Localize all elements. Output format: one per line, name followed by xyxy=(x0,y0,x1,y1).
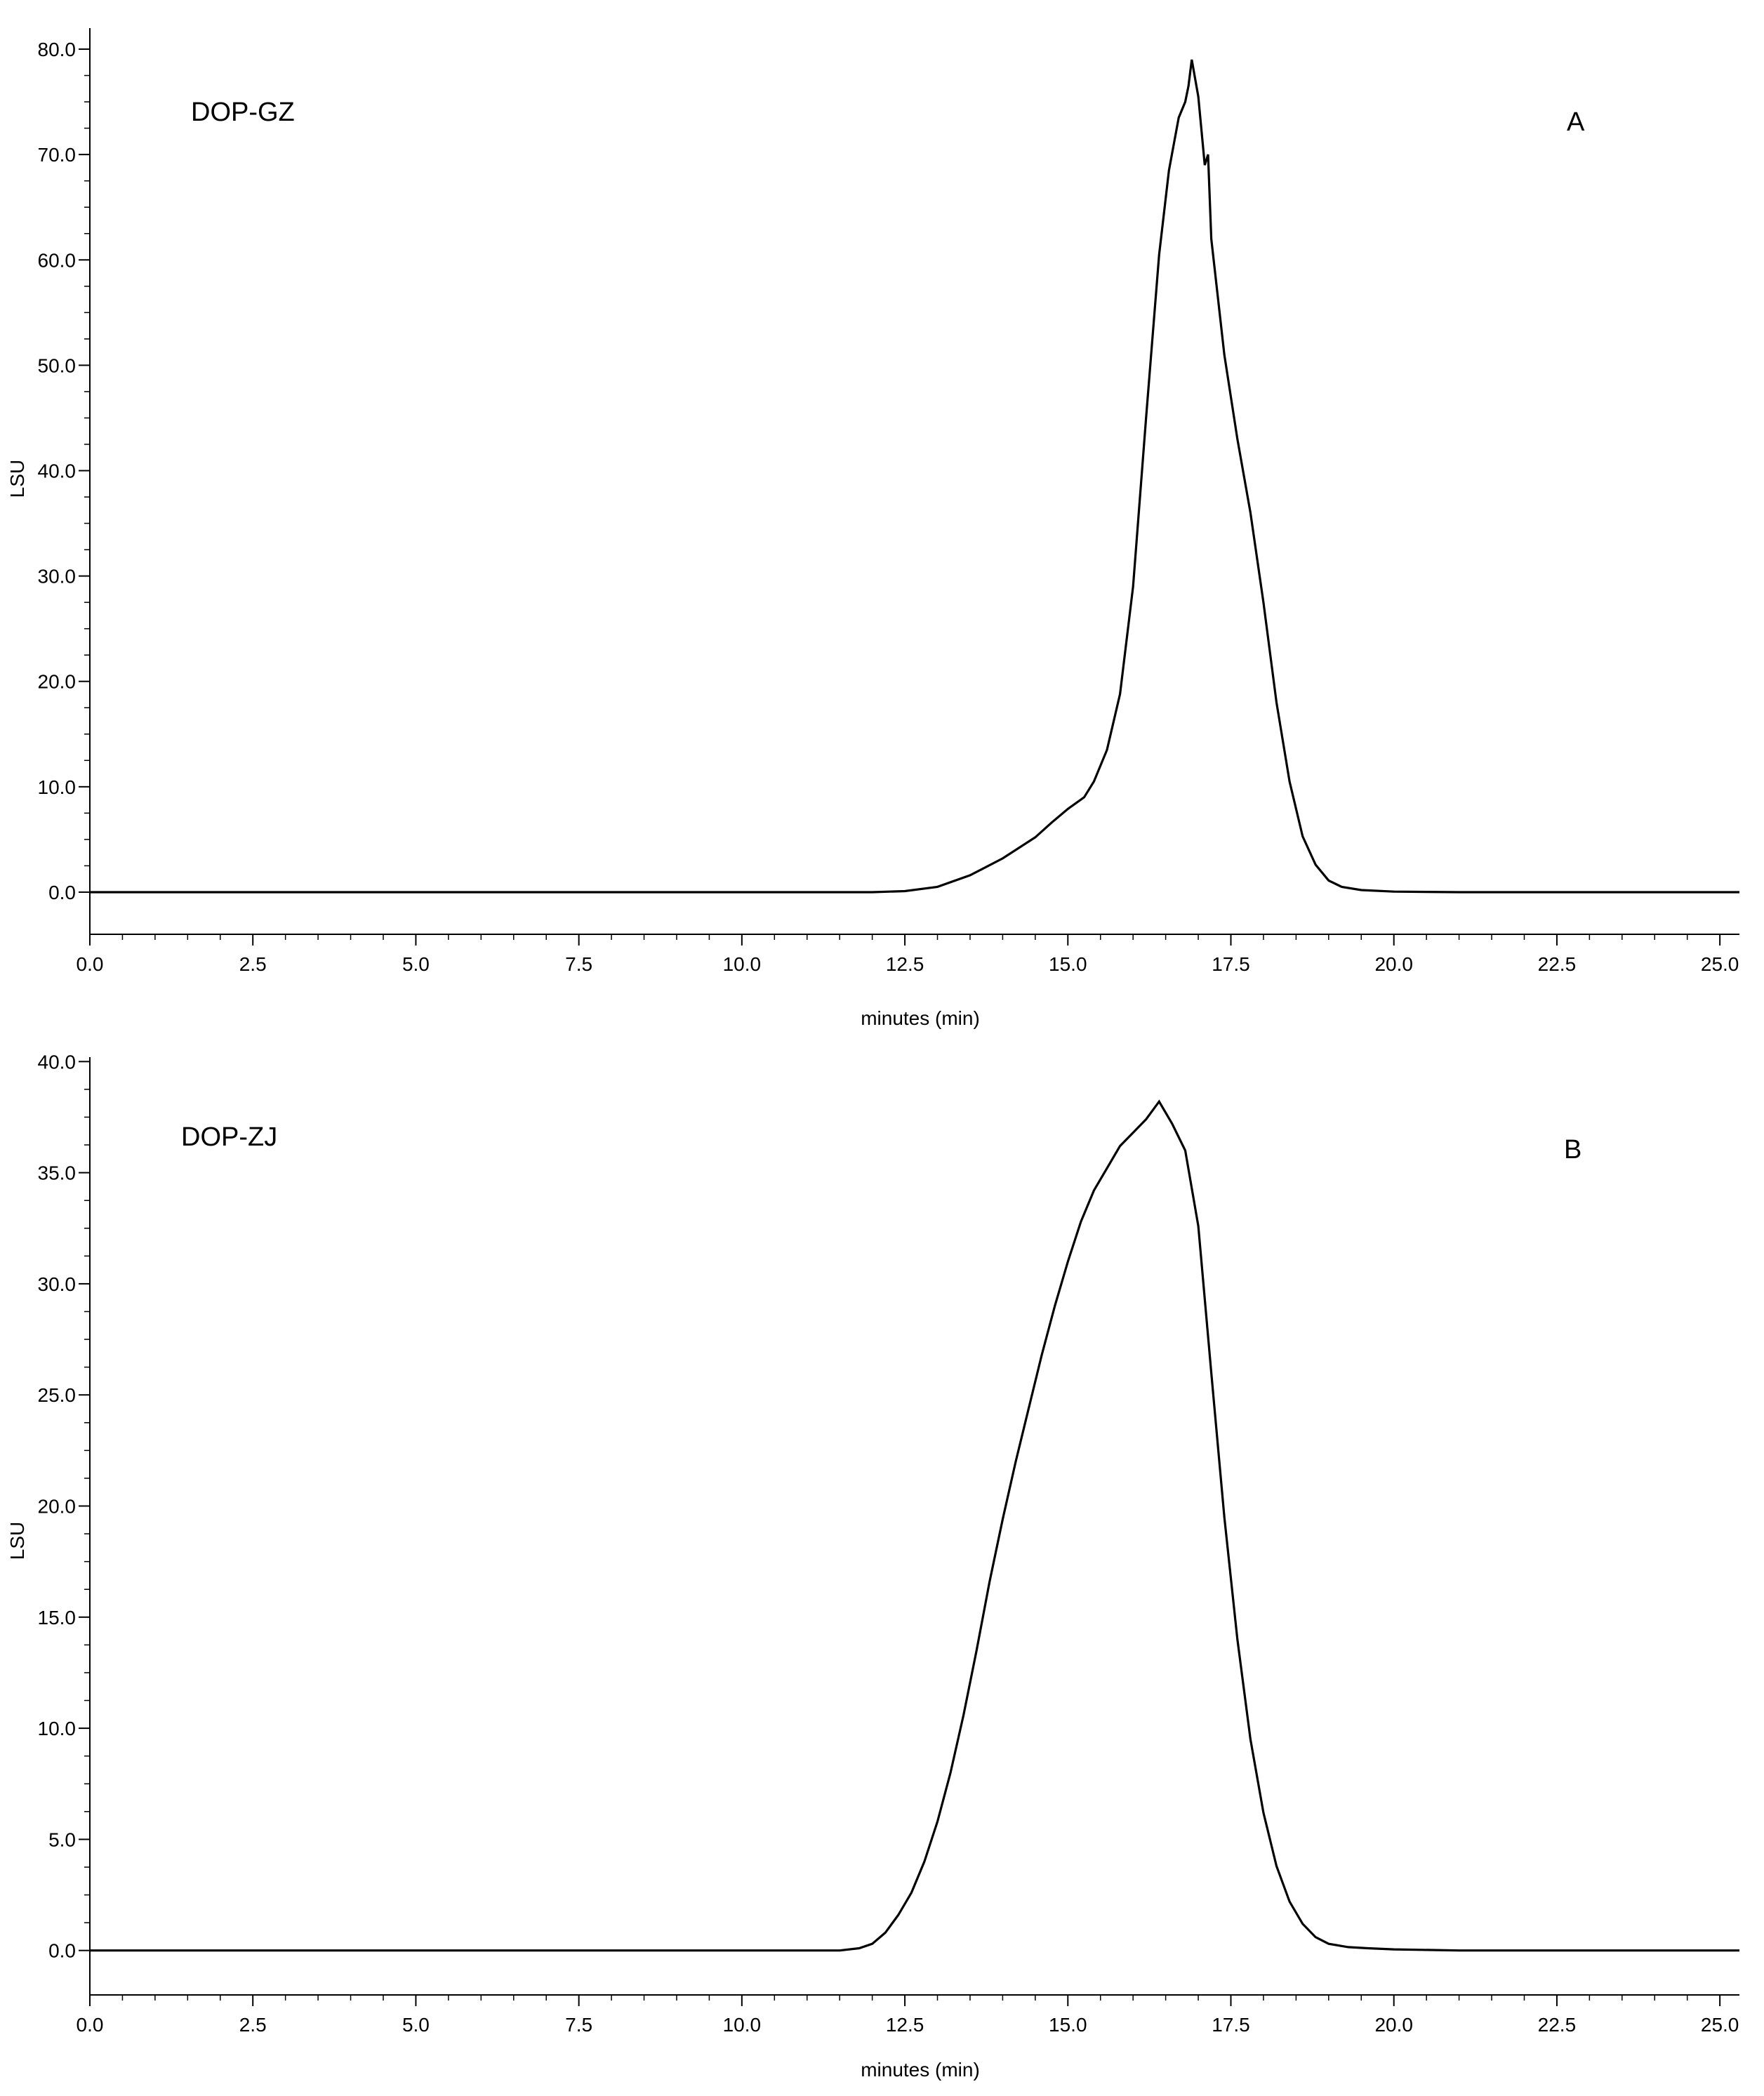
panel-b-series-line xyxy=(90,1099,1739,1952)
panel-a-ylabel: LSU xyxy=(6,460,28,498)
panel-a-x-tick-label: 25.0 xyxy=(1701,953,1739,975)
panel-b-x-tick-label: 15.0 xyxy=(1049,2014,1087,2036)
panel-b-y-axis: 0.0 5.0 10.0 15.0 20.0 25.0 30.0 35.0 40.0 xyxy=(38,1051,91,1995)
panel-b-y-tick-label: 10.0 xyxy=(38,1718,77,1739)
panel-a-x-axis: 0.0 2.5 5.0 7.5 10.0 12.5 15.0 17.5 20.0 22.5 25.0 xyxy=(77,934,1739,975)
panel-a-y-tick-label: 50.0 xyxy=(38,354,77,376)
panel-a-y-tick-label: 10.0 xyxy=(38,776,77,798)
panel-a-x-tick-label: 20.0 xyxy=(1374,953,1413,975)
panel-a-annotation: DOP-GZ xyxy=(191,98,295,127)
panel-a-x-tick-label: 5.0 xyxy=(402,953,430,975)
panel-b-x-tick-label: 22.5 xyxy=(1538,2014,1577,2036)
panel-a-x-tick-label: 17.5 xyxy=(1212,953,1250,975)
panel-a-y-tick-label: 70.0 xyxy=(38,144,77,166)
panel-a-x-tick-label: 2.5 xyxy=(239,953,267,975)
panel-b-x-tick-label: 0.0 xyxy=(77,2014,104,2036)
panel-a-label: A xyxy=(1567,107,1585,137)
panel-b-x-tick-label: 20.0 xyxy=(1374,2014,1413,2036)
panel-b-y-tick-label: 30.0 xyxy=(38,1273,77,1295)
panel-b-y-tick-label: 15.0 xyxy=(38,1607,77,1629)
panel-b-x-tick-label: 17.5 xyxy=(1212,2014,1250,2036)
panel-b-annotation: DOP-ZJ xyxy=(181,1122,277,1152)
panel-b-x-tick-label: 5.0 xyxy=(402,2014,430,2036)
panel-b-y-tick-label: 5.0 xyxy=(48,1829,76,1850)
panel-a-x-tick-label: 7.5 xyxy=(565,953,592,975)
panel-b-label: B xyxy=(1564,1135,1581,1165)
panel-b-y-tick-label: 40.0 xyxy=(38,1051,77,1073)
panel-b-x-tick-label: 7.5 xyxy=(565,2014,592,2036)
panel-b: 0.0 2.5 5.0 7.5 10.0 12.5 15.0 17.5 20.0 22.5 25.0… xyxy=(6,1051,1739,2081)
panel-a-y-tick-label: 20.0 xyxy=(38,671,77,693)
panel-a: 0.0 2.5 5.0 7.5 10.0 12.5 15.0 17.5 20.0 22.5 25.0… xyxy=(6,28,1739,1029)
panel-b-x-tick-label: 12.5 xyxy=(886,2014,924,2036)
panel-b-y-tick-label: 25.0 xyxy=(38,1384,77,1406)
panel-a-xlabel: minutes (min) xyxy=(861,1007,980,1029)
panel-a-x-tick-label: 22.5 xyxy=(1538,953,1577,975)
panel-a-y-tick-label: 30.0 xyxy=(38,566,77,588)
panel-a-y-axis: 0.0 10.0 20.0 30.0 40.0 50.0 60.0 70.0 80.0 xyxy=(38,28,91,934)
panel-b-x-tick-label: 10.0 xyxy=(723,2014,762,2036)
panel-a-x-tick-label: 0.0 xyxy=(77,953,104,975)
panel-a-x-tick-label: 10.0 xyxy=(723,953,762,975)
panel-b-xlabel: minutes (min) xyxy=(861,2059,980,2081)
panel-b-x-tick-label: 2.5 xyxy=(239,2014,267,2036)
panel-b-y-tick-label: 35.0 xyxy=(38,1162,77,1184)
panel-a-x-tick-label: 15.0 xyxy=(1049,953,1087,975)
panel-a-y-tick-label: 60.0 xyxy=(38,249,77,271)
panel-a-series-line xyxy=(90,59,1739,894)
panel-a-y-tick-label: 80.0 xyxy=(38,39,77,60)
panel-b-x-axis: 0.0 2.5 5.0 7.5 10.0 12.5 15.0 17.5 20.0 22.5 25.0 xyxy=(77,1994,1739,2036)
panel-a-y-tick-label: 40.0 xyxy=(38,460,77,482)
panel-b-ylabel: LSU xyxy=(6,1522,28,1560)
panel-b-y-tick-label: 20.0 xyxy=(38,1496,77,1518)
panel-a-y-tick-label: 0.0 xyxy=(48,882,76,903)
panel-b-y-tick-label: 0.0 xyxy=(48,1940,76,1962)
panel-a-x-tick-label: 12.5 xyxy=(886,953,924,975)
panel-b-x-tick-label: 25.0 xyxy=(1701,2014,1739,2036)
